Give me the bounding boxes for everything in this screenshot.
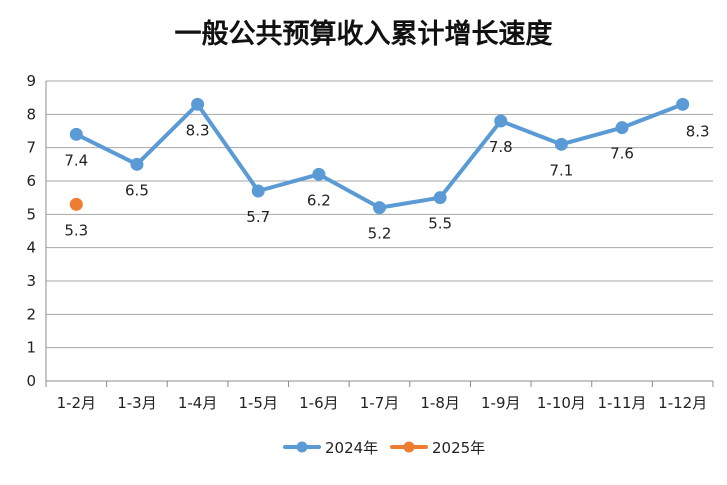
data-point (251, 184, 265, 198)
x-tick-label: 1-12月 (658, 394, 707, 412)
series-line-2024年 (74, 102, 685, 210)
y-tick-label: 4 (26, 239, 36, 257)
x-tick-label: 1-11月 (598, 394, 647, 412)
data-label: 5.2 (368, 225, 392, 243)
y-tick-label: 0 (26, 372, 36, 390)
legend-label: 2024年 (325, 439, 378, 457)
y-tick-label: 6 (26, 172, 36, 190)
x-tick-label: 1-2月 (57, 394, 97, 412)
data-label: 7.4 (64, 151, 88, 169)
data-point (191, 97, 205, 111)
data-label: 6.5 (125, 181, 149, 199)
x-tick-label: 1-4月 (178, 394, 218, 412)
data-point (615, 121, 629, 135)
data-point (433, 191, 447, 205)
data-label: 6.2 (307, 191, 331, 209)
x-tick-label: 1-9月 (481, 394, 521, 412)
x-tick-label: 1-5月 (238, 394, 278, 412)
data-label: 5.3 (64, 221, 88, 239)
x-tick-label: 1-6月 (299, 394, 339, 412)
data-label: 5.5 (428, 215, 452, 233)
data-point (312, 167, 326, 181)
y-tick-label: 2 (26, 305, 36, 323)
data-point (676, 97, 690, 111)
x-tick-label: 1-7月 (360, 394, 400, 412)
y-tick-label: 1 (26, 339, 36, 357)
data-point (69, 127, 83, 141)
chart-title: 一般公共预算收入累计增长速度 (174, 19, 553, 50)
legend-label: 2025年 (432, 439, 485, 457)
x-tick-label: 1-3月 (117, 394, 157, 412)
data-point (554, 137, 568, 151)
data-point (130, 157, 144, 171)
data-label: 7.1 (549, 161, 573, 179)
y-tick-label: 5 (26, 205, 36, 223)
legend-item: 2024年 (283, 439, 378, 457)
data-label: 5.7 (246, 208, 270, 226)
data-label: 8.3 (186, 121, 210, 139)
y-tick-label: 3 (26, 272, 36, 290)
x-tick-label: 1-8月 (420, 394, 460, 412)
data-point (494, 114, 508, 128)
y-tick-label: 7 (26, 139, 36, 157)
legend-item: 2025年 (390, 439, 485, 457)
x-tick-label: 1-10月 (537, 394, 586, 412)
data-label: 8.3 (686, 122, 710, 140)
y-tick-label: 8 (26, 105, 36, 123)
data-label: 7.8 (489, 138, 513, 156)
data-label: 7.6 (610, 145, 634, 163)
data-point (373, 201, 386, 215)
legend-marker (403, 441, 415, 453)
data-point (69, 197, 83, 211)
y-tick-label: 9 (26, 72, 36, 90)
legend-marker (296, 441, 308, 453)
